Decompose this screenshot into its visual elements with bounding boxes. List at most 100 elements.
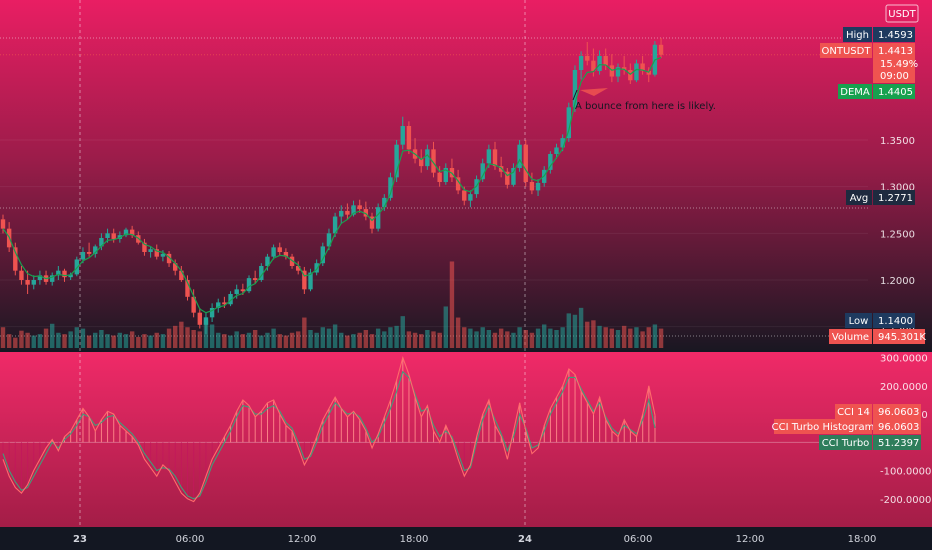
volume-bar bbox=[129, 331, 135, 348]
annotation-text[interactable]: A bounce from here is likely. bbox=[575, 101, 716, 112]
volume-bar bbox=[136, 336, 141, 348]
time-axis[interactable]: 23 06:00 12:00 18:00 24 06:00 12:00 18:00 bbox=[73, 534, 876, 545]
main-pane-background bbox=[0, 0, 932, 350]
volume-bar bbox=[166, 328, 172, 348]
volume-bar bbox=[560, 327, 565, 348]
volume-bar bbox=[240, 334, 246, 348]
time-tick-label: 18:00 bbox=[400, 534, 429, 545]
candle bbox=[302, 266, 307, 294]
volume-bar bbox=[615, 330, 621, 348]
candle bbox=[382, 194, 387, 211]
dema-label: DEMA 1.4405 bbox=[838, 84, 915, 99]
volume-bar bbox=[19, 330, 24, 348]
volume-bar bbox=[357, 332, 362, 348]
price-tick-label: 1.1500 bbox=[880, 323, 915, 334]
volume-bar bbox=[203, 320, 209, 348]
candle bbox=[523, 140, 528, 187]
candle bbox=[535, 179, 541, 196]
volume-bar bbox=[265, 332, 270, 348]
dema-label-name: DEMA bbox=[840, 87, 870, 98]
volume-bar bbox=[308, 330, 313, 348]
candle bbox=[400, 116, 405, 150]
volume-bar bbox=[326, 328, 332, 348]
time-tick-label: 06:00 bbox=[624, 534, 653, 545]
candle bbox=[86, 242, 92, 257]
candle bbox=[185, 275, 190, 301]
volume-bar bbox=[523, 330, 528, 348]
volume-bar bbox=[505, 331, 510, 348]
price-tick-label: 1.2500 bbox=[880, 229, 915, 240]
low-label: Low 1.1400 bbox=[845, 313, 915, 328]
dema-line bbox=[2, 57, 662, 314]
candle bbox=[259, 263, 264, 282]
candle bbox=[13, 242, 18, 276]
avg-label: Avg 1.2771 bbox=[846, 190, 915, 205]
volume-bar bbox=[597, 325, 602, 348]
currency-button[interactable]: USDT bbox=[885, 4, 919, 23]
price-tick-label: 1.3500 bbox=[880, 136, 915, 147]
volume-bar bbox=[191, 330, 196, 348]
volume-bar bbox=[535, 328, 541, 348]
high-label-name: High bbox=[846, 30, 869, 41]
time-tick-label: 12:00 bbox=[288, 534, 317, 545]
volume-bar bbox=[185, 327, 190, 348]
high-label: High 1.4593 bbox=[843, 27, 915, 42]
candle bbox=[277, 242, 282, 256]
volume-bar bbox=[363, 330, 369, 348]
candle bbox=[68, 272, 73, 280]
volume-bar bbox=[542, 324, 547, 348]
candle bbox=[283, 248, 289, 260]
candle bbox=[566, 102, 571, 142]
volume-bar bbox=[474, 331, 479, 348]
candle bbox=[271, 244, 276, 260]
candle bbox=[191, 289, 196, 318]
candle bbox=[148, 246, 153, 258]
volume-bar bbox=[548, 328, 553, 348]
volume-bar bbox=[369, 334, 375, 348]
volume-bar bbox=[277, 334, 282, 348]
volume-bar bbox=[197, 331, 202, 348]
candle bbox=[443, 163, 448, 185]
volume-bar bbox=[412, 332, 418, 348]
candle bbox=[609, 54, 615, 83]
volume-bar bbox=[93, 332, 98, 348]
volume-bar bbox=[566, 313, 571, 348]
price-axis[interactable]: 1.3500 1.3000 1.2500 1.2000 1.1500 bbox=[880, 136, 915, 334]
annotation-arrow[interactable] bbox=[572, 88, 608, 101]
volume-bar bbox=[572, 314, 578, 348]
time-tick-label: 23 bbox=[73, 534, 87, 545]
dema-label-value: 1.4405 bbox=[878, 87, 913, 98]
volume-bar bbox=[388, 327, 393, 348]
candle bbox=[419, 149, 424, 173]
candle bbox=[554, 143, 559, 159]
volume-bar bbox=[179, 321, 184, 348]
candle bbox=[93, 244, 98, 258]
volume-bar bbox=[554, 330, 559, 348]
avg-label-value: 1.2771 bbox=[878, 193, 913, 204]
high-label-value: 1.4593 bbox=[878, 30, 913, 41]
volume-bar bbox=[468, 328, 473, 348]
volume-bar bbox=[486, 330, 492, 348]
volume-bar bbox=[0, 327, 6, 348]
volume-bar bbox=[332, 324, 338, 348]
volume-bar bbox=[173, 325, 178, 348]
volume-bar bbox=[246, 332, 252, 348]
candle bbox=[99, 233, 104, 251]
pane-separator[interactable] bbox=[0, 350, 932, 352]
volume-bar bbox=[351, 334, 356, 348]
volume-bar bbox=[449, 261, 455, 348]
candle bbox=[615, 63, 621, 83]
time-tick-label: 06:00 bbox=[176, 534, 205, 545]
volume-bar bbox=[105, 334, 110, 348]
candle bbox=[511, 163, 516, 187]
candle bbox=[289, 253, 295, 269]
volume-bar bbox=[43, 328, 49, 348]
candle bbox=[339, 205, 344, 224]
volume-bar bbox=[480, 327, 485, 348]
volume-bar bbox=[462, 327, 467, 348]
volume-bar bbox=[25, 332, 30, 348]
cci-turbo-label-name: CCI Turbo bbox=[822, 438, 870, 449]
candle bbox=[31, 275, 36, 290]
volume-bar bbox=[56, 332, 61, 348]
candle bbox=[25, 270, 30, 294]
